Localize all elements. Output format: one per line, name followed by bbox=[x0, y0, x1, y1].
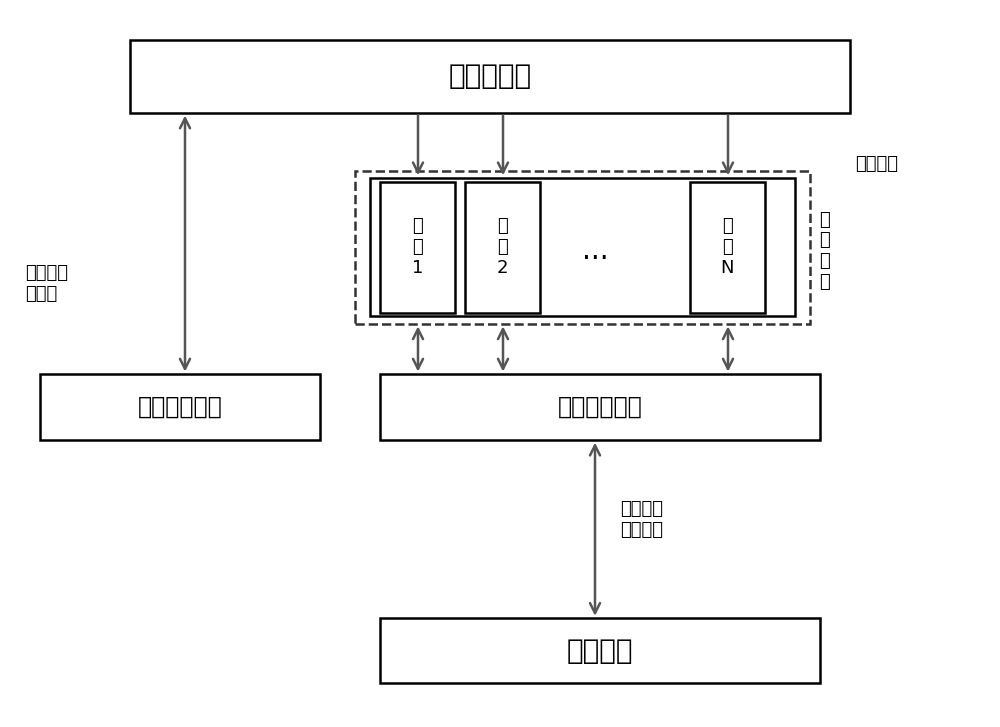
Text: 刀
片
1: 刀 片 1 bbox=[412, 217, 423, 277]
Text: 以太网交换机: 以太网交换机 bbox=[558, 395, 642, 419]
Text: 数据存储设备: 数据存储设备 bbox=[138, 395, 222, 419]
Bar bbox=[690, 182, 765, 313]
Bar bbox=[370, 178, 795, 316]
Text: 数据读取
与存储: 数据读取 与存储 bbox=[25, 264, 68, 303]
Bar bbox=[465, 182, 540, 313]
Text: 高速交换机: 高速交换机 bbox=[448, 63, 532, 90]
Text: 刀
片
N: 刀 片 N bbox=[721, 217, 734, 277]
Bar bbox=[40, 374, 320, 440]
Bar bbox=[130, 40, 850, 113]
Bar bbox=[380, 374, 820, 440]
Text: 数据交换: 数据交换 bbox=[855, 155, 898, 172]
Text: 刀
片
中
心: 刀 片 中 心 bbox=[820, 211, 830, 291]
Text: 图像数据
参数信息: 图像数据 参数信息 bbox=[620, 500, 663, 539]
Bar bbox=[380, 618, 820, 683]
Bar bbox=[380, 182, 455, 313]
Text: 显控平台: 显控平台 bbox=[567, 637, 633, 664]
Text: 刀
片
2: 刀 片 2 bbox=[497, 217, 508, 277]
Text: ...: ... bbox=[582, 237, 608, 265]
Bar bbox=[355, 171, 810, 324]
